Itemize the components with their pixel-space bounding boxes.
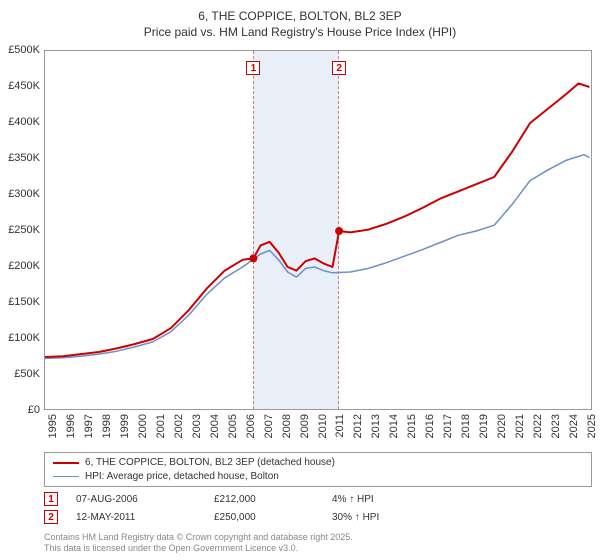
- y-tick-label: £100K: [0, 332, 40, 344]
- x-tick-label: 2010: [317, 414, 329, 438]
- title-subtitle: Price paid vs. HM Land Registry's House …: [0, 24, 600, 40]
- legend-label: 6, THE COPPICE, BOLTON, BL2 3EP (detache…: [85, 456, 335, 470]
- x-tick-label: 2022: [532, 414, 544, 438]
- x-tick-label: 2025: [586, 414, 598, 438]
- x-tick-label: 2006: [245, 414, 257, 438]
- event-delta: 4% ↑ HPI: [332, 494, 452, 505]
- event-number-badge: 1: [44, 492, 58, 506]
- x-tick-label: 2000: [137, 414, 149, 438]
- y-tick-label: £150K: [0, 296, 40, 308]
- x-tick-label: 2003: [191, 414, 203, 438]
- event-delta: 30% ↑ HPI: [332, 512, 452, 523]
- x-tick-label: 2015: [406, 414, 418, 438]
- x-tick-label: 2023: [550, 414, 562, 438]
- x-tick-label: 1996: [65, 414, 77, 438]
- footer-line2: This data is licensed under the Open Gov…: [44, 543, 353, 554]
- chart-title: 6, THE COPPICE, BOLTON, BL2 3EP Price pa…: [0, 0, 600, 40]
- x-tick-label: 1998: [101, 414, 113, 438]
- y-tick-label: £300K: [0, 188, 40, 200]
- event-number-badge: 2: [44, 510, 58, 524]
- series-line: [45, 83, 589, 357]
- event-price: £250,000: [214, 512, 314, 523]
- x-tick-label: 2020: [496, 414, 508, 438]
- sale-marker-label: 1: [246, 61, 260, 75]
- chart-area: 12 £0£50K£100K£150K£200K£250K£300K£350K£…: [44, 50, 592, 410]
- y-tick-label: £200K: [0, 260, 40, 272]
- x-tick-label: 2001: [155, 414, 167, 438]
- chart-svg: [45, 51, 593, 411]
- chart-container: 6, THE COPPICE, BOLTON, BL2 3EP Price pa…: [0, 0, 600, 560]
- x-tick-label: 2011: [334, 414, 346, 438]
- event-date: 07-AUG-2006: [76, 494, 196, 505]
- x-tick-label: 2014: [388, 414, 400, 438]
- event-price: £212,000: [214, 494, 314, 505]
- y-tick-label: £450K: [0, 80, 40, 92]
- x-tick-label: 2005: [227, 414, 239, 438]
- sale-marker-dot: [249, 254, 257, 262]
- x-tick-label: 2019: [478, 414, 490, 438]
- x-tick-label: 2002: [173, 414, 185, 438]
- legend-swatch: [53, 476, 79, 477]
- y-tick-label: £350K: [0, 152, 40, 164]
- y-tick-label: £50K: [0, 368, 40, 380]
- legend-item: HPI: Average price, detached house, Bolt…: [53, 470, 583, 484]
- y-tick-label: £400K: [0, 116, 40, 128]
- event-date: 12-MAY-2011: [76, 512, 196, 523]
- sale-marker-label: 2: [332, 61, 346, 75]
- x-tick-label: 2016: [424, 414, 436, 438]
- x-tick-label: 2018: [460, 414, 472, 438]
- x-tick-label: 2017: [442, 414, 454, 438]
- series-group: [45, 83, 589, 358]
- y-tick-label: £0: [0, 404, 40, 416]
- x-tick-label: 2009: [299, 414, 311, 438]
- plot-region: 12: [44, 50, 592, 410]
- x-tick-label: 2004: [209, 414, 221, 438]
- x-tick-label: 2013: [370, 414, 382, 438]
- sale-marker-dot: [335, 227, 343, 235]
- series-line: [45, 155, 589, 359]
- legend-swatch: [53, 462, 79, 464]
- legend-label: HPI: Average price, detached house, Bolt…: [85, 470, 279, 484]
- event-row: 1 07-AUG-2006 £212,000 4% ↑ HPI: [44, 492, 592, 506]
- footer-line1: Contains HM Land Registry data © Crown c…: [44, 532, 353, 543]
- x-tick-label: 2024: [568, 414, 580, 438]
- legend-item: 6, THE COPPICE, BOLTON, BL2 3EP (detache…: [53, 456, 583, 470]
- x-tick-label: 2007: [263, 414, 275, 438]
- x-tick-label: 1999: [119, 414, 131, 438]
- x-tick-label: 1997: [83, 414, 95, 438]
- x-tick-label: 2012: [352, 414, 364, 438]
- events-table: 1 07-AUG-2006 £212,000 4% ↑ HPI 2 12-MAY-2011…: [44, 492, 592, 528]
- title-address: 6, THE COPPICE, BOLTON, BL2 3EP: [0, 8, 600, 24]
- x-tick-label: 2021: [514, 414, 526, 438]
- footer-attribution: Contains HM Land Registry data © Crown c…: [44, 532, 353, 555]
- y-tick-label: £250K: [0, 224, 40, 236]
- event-row: 2 12-MAY-2011 £250,000 30% ↑ HPI: [44, 510, 592, 524]
- legend: 6, THE COPPICE, BOLTON, BL2 3EP (detache…: [44, 452, 592, 487]
- x-tick-label: 1995: [47, 414, 59, 438]
- x-tick-label: 2008: [281, 414, 293, 438]
- y-tick-label: £500K: [0, 44, 40, 56]
